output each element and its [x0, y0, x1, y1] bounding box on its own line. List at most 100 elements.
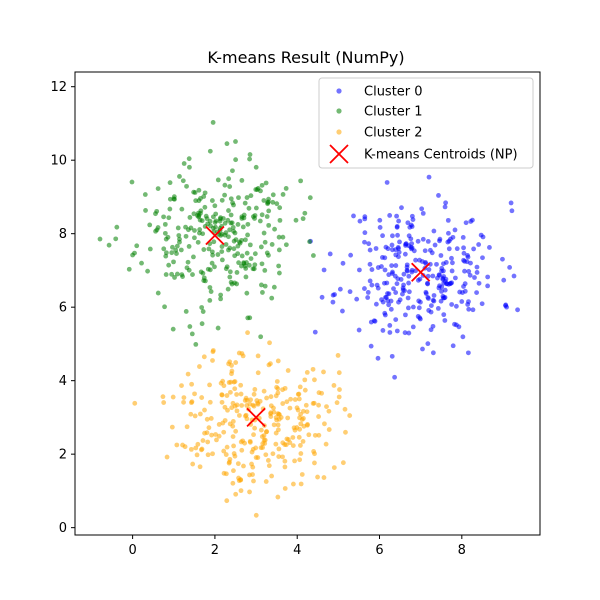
data-point [425, 341, 431, 347]
data-point [369, 282, 375, 288]
data-point [183, 224, 188, 230]
data-point [177, 174, 182, 179]
data-point [408, 236, 414, 242]
legend-marker [336, 88, 342, 94]
data-point [215, 177, 221, 183]
data-point [426, 296, 431, 301]
data-point [287, 440, 293, 446]
data-point [402, 330, 408, 336]
data-point [391, 286, 396, 292]
data-point [251, 403, 257, 409]
data-point [445, 217, 451, 223]
y-tick-label: 12 [50, 80, 67, 95]
data-point [285, 415, 291, 421]
data-point [417, 257, 422, 263]
data-point [186, 244, 192, 249]
data-point [244, 403, 250, 408]
data-point [410, 217, 416, 223]
data-point [239, 253, 245, 259]
data-point [247, 489, 252, 495]
y-tick-label: 10 [50, 154, 67, 169]
data-point [199, 447, 204, 453]
data-point [222, 418, 228, 423]
data-point [515, 307, 520, 313]
data-point [201, 275, 207, 281]
data-point [197, 464, 203, 470]
data-point [236, 195, 241, 201]
data-point [200, 438, 206, 443]
data-point [181, 395, 187, 400]
data-point [201, 194, 207, 199]
data-point [273, 441, 279, 447]
data-point [461, 245, 466, 251]
data-point [239, 447, 245, 453]
data-point [278, 415, 284, 420]
data-point [476, 242, 482, 247]
data-point [275, 411, 281, 417]
data-point [282, 486, 288, 491]
data-point [276, 234, 282, 240]
data-point [234, 270, 240, 275]
data-point [375, 355, 381, 361]
data-point [252, 387, 258, 392]
data-point [162, 230, 168, 236]
data-point [425, 280, 430, 286]
data-point [316, 432, 322, 438]
data-point [167, 180, 173, 186]
data-point [389, 271, 395, 276]
data-point [222, 404, 228, 410]
series-2 [132, 330, 353, 518]
data-point [243, 274, 249, 280]
data-point [270, 199, 276, 205]
y-tick-label: 0 [59, 521, 67, 536]
data-point [474, 270, 480, 275]
axes-frame [74, 71, 541, 536]
data-point [405, 220, 411, 226]
data-point [262, 239, 268, 245]
data-point [162, 221, 168, 227]
data-point [402, 288, 407, 294]
data-point [166, 215, 172, 221]
data-point [248, 397, 253, 403]
data-point [236, 413, 242, 418]
legend: Cluster 0 Cluster 1 Cluster 2 K-means Centr… [318, 77, 534, 169]
data-point [380, 328, 386, 333]
data-point [240, 438, 246, 444]
data-point [326, 427, 332, 432]
data-point [316, 402, 321, 408]
data-point [230, 400, 236, 406]
data-point [232, 386, 238, 392]
data-point [436, 193, 441, 198]
data-point [415, 277, 421, 283]
data-point [462, 268, 467, 274]
data-point [242, 200, 248, 206]
data-point [209, 249, 215, 255]
data-point [347, 413, 353, 418]
data-point [226, 234, 231, 240]
data-point [311, 253, 316, 258]
data-point [307, 239, 313, 245]
data-point [224, 444, 230, 450]
data-point [243, 395, 249, 401]
data-point [287, 405, 293, 411]
centroids [205, 225, 431, 428]
data-point [231, 379, 237, 385]
data-point [254, 187, 260, 193]
data-point [270, 192, 276, 198]
data-point [207, 148, 213, 154]
data-point [290, 443, 296, 448]
data-point [223, 242, 229, 247]
data-point [327, 251, 333, 257]
data-point [210, 214, 216, 220]
data-point [466, 269, 472, 274]
data-point [432, 242, 438, 248]
data-point [471, 246, 477, 252]
data-point [219, 231, 225, 237]
data-point [275, 427, 281, 433]
data-point [214, 437, 219, 443]
data-point [261, 198, 267, 203]
data-point [282, 385, 288, 391]
data-point [297, 457, 303, 463]
data-point [169, 271, 175, 277]
